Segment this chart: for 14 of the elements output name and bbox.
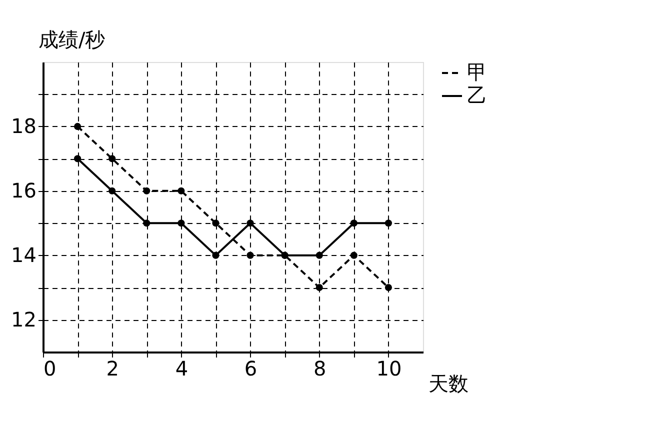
x-tick-label: 8 bbox=[313, 356, 326, 380]
legend-label: 乙 bbox=[467, 83, 487, 107]
y-tick-label: 16 bbox=[11, 178, 36, 202]
y-axis-title: 成绩/秒 bbox=[38, 28, 106, 52]
x-axis-title: 天数 bbox=[428, 372, 468, 396]
y-tick-label: 18 bbox=[11, 114, 36, 138]
x-tick-label: 6 bbox=[244, 356, 258, 380]
x-tick-label: 4 bbox=[175, 356, 188, 380]
x-tick-label: 2 bbox=[106, 356, 119, 380]
y-tick-label: 14 bbox=[11, 242, 36, 267]
x-tick-label: 10 bbox=[376, 356, 402, 380]
legend-label: 甲 bbox=[467, 60, 487, 84]
x-tick-label: 0 bbox=[44, 356, 56, 380]
y-tick-label: 12 bbox=[11, 307, 36, 332]
